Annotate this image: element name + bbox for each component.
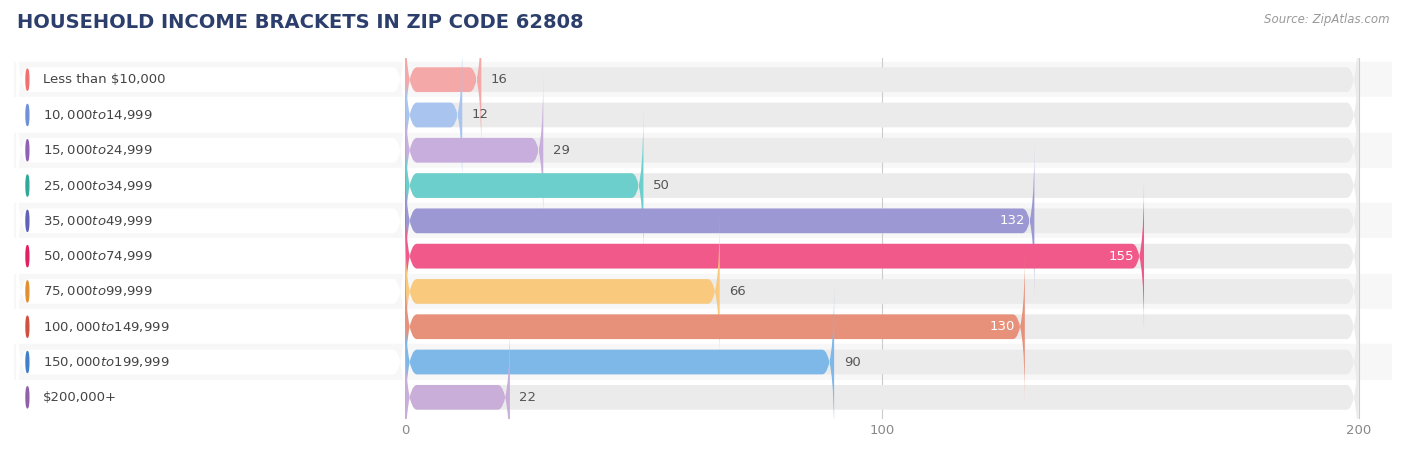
Text: $75,000 to $99,999: $75,000 to $99,999 bbox=[42, 284, 152, 298]
Bar bbox=[14, 133, 1392, 168]
FancyBboxPatch shape bbox=[17, 286, 405, 438]
FancyBboxPatch shape bbox=[405, 321, 1358, 450]
Circle shape bbox=[25, 246, 30, 267]
Text: 90: 90 bbox=[844, 356, 860, 369]
FancyBboxPatch shape bbox=[405, 74, 1358, 226]
Bar bbox=[14, 274, 1392, 309]
FancyBboxPatch shape bbox=[405, 216, 1358, 367]
FancyBboxPatch shape bbox=[405, 145, 1035, 297]
FancyBboxPatch shape bbox=[405, 39, 1358, 191]
Circle shape bbox=[25, 210, 30, 231]
Bar bbox=[14, 380, 1392, 415]
FancyBboxPatch shape bbox=[405, 251, 1025, 403]
Text: $200,000+: $200,000+ bbox=[42, 391, 117, 404]
Bar bbox=[14, 344, 1392, 380]
Text: Source: ZipAtlas.com: Source: ZipAtlas.com bbox=[1264, 14, 1389, 27]
Text: 50: 50 bbox=[652, 179, 669, 192]
Text: $10,000 to $14,999: $10,000 to $14,999 bbox=[42, 108, 152, 122]
Circle shape bbox=[25, 140, 30, 161]
FancyBboxPatch shape bbox=[17, 180, 405, 332]
Bar bbox=[14, 97, 1392, 133]
FancyBboxPatch shape bbox=[17, 4, 405, 156]
FancyBboxPatch shape bbox=[405, 74, 543, 226]
FancyBboxPatch shape bbox=[405, 180, 1144, 332]
Circle shape bbox=[25, 281, 30, 302]
FancyBboxPatch shape bbox=[17, 145, 405, 297]
Circle shape bbox=[25, 175, 30, 196]
Text: $25,000 to $34,999: $25,000 to $34,999 bbox=[42, 179, 152, 193]
Text: 132: 132 bbox=[1000, 214, 1025, 227]
FancyBboxPatch shape bbox=[17, 321, 405, 450]
Circle shape bbox=[25, 316, 30, 337]
Bar bbox=[14, 168, 1392, 203]
Text: 155: 155 bbox=[1109, 250, 1135, 263]
FancyBboxPatch shape bbox=[405, 286, 1358, 438]
Text: $35,000 to $49,999: $35,000 to $49,999 bbox=[42, 214, 152, 228]
FancyBboxPatch shape bbox=[17, 216, 405, 367]
Text: 29: 29 bbox=[553, 144, 569, 157]
FancyBboxPatch shape bbox=[405, 321, 510, 450]
FancyBboxPatch shape bbox=[405, 251, 1358, 403]
FancyBboxPatch shape bbox=[405, 180, 1358, 332]
FancyBboxPatch shape bbox=[405, 4, 1358, 156]
Circle shape bbox=[25, 69, 30, 90]
Text: HOUSEHOLD INCOME BRACKETS IN ZIP CODE 62808: HOUSEHOLD INCOME BRACKETS IN ZIP CODE 62… bbox=[17, 14, 583, 32]
Text: 66: 66 bbox=[730, 285, 747, 298]
Circle shape bbox=[25, 387, 30, 408]
Text: 22: 22 bbox=[519, 391, 537, 404]
FancyBboxPatch shape bbox=[17, 251, 405, 403]
FancyBboxPatch shape bbox=[405, 110, 644, 261]
Text: $50,000 to $74,999: $50,000 to $74,999 bbox=[42, 249, 152, 263]
Text: 12: 12 bbox=[472, 108, 489, 122]
Text: 130: 130 bbox=[990, 320, 1015, 333]
FancyBboxPatch shape bbox=[405, 145, 1358, 297]
FancyBboxPatch shape bbox=[405, 286, 834, 438]
Bar bbox=[14, 238, 1392, 274]
FancyBboxPatch shape bbox=[405, 110, 1358, 261]
Circle shape bbox=[25, 351, 30, 373]
Circle shape bbox=[25, 104, 30, 126]
FancyBboxPatch shape bbox=[405, 216, 720, 367]
Text: $100,000 to $149,999: $100,000 to $149,999 bbox=[42, 320, 169, 334]
Bar bbox=[14, 62, 1392, 97]
FancyBboxPatch shape bbox=[17, 110, 405, 261]
FancyBboxPatch shape bbox=[405, 4, 481, 156]
Text: Less than $10,000: Less than $10,000 bbox=[42, 73, 165, 86]
Bar bbox=[14, 309, 1392, 344]
Text: 16: 16 bbox=[491, 73, 508, 86]
FancyBboxPatch shape bbox=[17, 39, 405, 191]
Text: $150,000 to $199,999: $150,000 to $199,999 bbox=[42, 355, 169, 369]
FancyBboxPatch shape bbox=[405, 39, 463, 191]
Bar bbox=[14, 203, 1392, 238]
FancyBboxPatch shape bbox=[17, 74, 405, 226]
Text: $15,000 to $24,999: $15,000 to $24,999 bbox=[42, 143, 152, 157]
